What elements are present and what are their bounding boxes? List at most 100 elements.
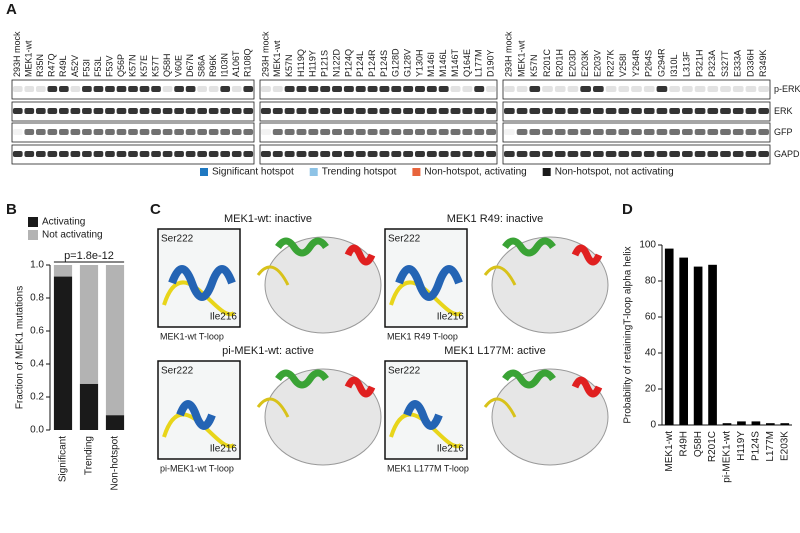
inset-helix bbox=[168, 265, 236, 301]
inset bbox=[157, 360, 241, 460]
blot-band bbox=[343, 129, 354, 135]
blot-band bbox=[70, 108, 81, 114]
blot-frame bbox=[11, 101, 255, 122]
blot-band bbox=[128, 129, 138, 135]
lane-label: Q58H bbox=[162, 53, 172, 77]
blot-band bbox=[12, 108, 23, 114]
blot-band bbox=[243, 86, 254, 92]
blot-band bbox=[355, 86, 366, 92]
inset-caption: MEK1-wt T-loop bbox=[160, 331, 224, 341]
helix-green bbox=[502, 369, 556, 389]
blot-band bbox=[174, 108, 184, 114]
x-tick-label: H119Y bbox=[736, 431, 747, 461]
tile-title: MEK1 R49: inactive bbox=[447, 213, 544, 225]
lane-label: R201H bbox=[555, 49, 565, 77]
blot-band bbox=[296, 86, 307, 92]
x-tick-label: R49H bbox=[678, 431, 689, 457]
lane-label: 293H mock bbox=[260, 31, 270, 77]
lane-label: P124S bbox=[379, 50, 389, 77]
blot-band bbox=[580, 151, 591, 157]
blot-band bbox=[732, 86, 744, 92]
lane-label: R349K bbox=[758, 49, 768, 77]
blot-band bbox=[59, 129, 69, 135]
blot-band bbox=[379, 129, 390, 135]
blot-band bbox=[403, 108, 414, 114]
structure bbox=[264, 236, 382, 334]
panel-label: C bbox=[150, 201, 161, 218]
bar bbox=[708, 264, 717, 425]
bar bbox=[780, 423, 790, 425]
inset-helix bbox=[403, 400, 443, 430]
blot-band bbox=[162, 129, 173, 135]
blot-band bbox=[474, 86, 485, 92]
blot-band bbox=[618, 108, 630, 114]
helix-red bbox=[571, 376, 603, 398]
blot-band bbox=[516, 86, 528, 92]
bar bbox=[664, 248, 674, 425]
blot-band bbox=[504, 151, 515, 157]
blot-band bbox=[35, 129, 46, 135]
lane-label: 293H mock bbox=[12, 31, 22, 77]
blot-band bbox=[243, 151, 254, 157]
blot-band bbox=[403, 151, 414, 157]
x-tick-label: P124S bbox=[751, 431, 762, 461]
blot-band bbox=[105, 108, 115, 114]
blot-band bbox=[631, 86, 642, 92]
residue-label: Ile216 bbox=[210, 444, 238, 455]
x-tick-label: Trending bbox=[84, 436, 95, 475]
panel-label: D bbox=[622, 201, 633, 218]
blot-band bbox=[529, 108, 541, 114]
blot-band bbox=[450, 129, 461, 135]
blot-band bbox=[105, 86, 115, 92]
blot-band bbox=[554, 151, 566, 157]
helix-green bbox=[502, 237, 556, 257]
x-tick-label: Significant bbox=[58, 436, 69, 482]
residue-label: Ser222 bbox=[388, 234, 421, 245]
blot-band bbox=[308, 129, 319, 135]
lane-label: S327T bbox=[720, 50, 730, 77]
blot-band bbox=[151, 129, 161, 135]
lane-label: V60E bbox=[173, 55, 183, 77]
blot-band bbox=[343, 86, 354, 92]
blot-band bbox=[272, 151, 283, 157]
legend-swatch bbox=[28, 230, 38, 240]
blot-band bbox=[70, 86, 81, 92]
lane-label: 293H mock bbox=[504, 31, 514, 77]
blot-band bbox=[379, 151, 390, 157]
blot-band bbox=[438, 151, 449, 157]
blot-frame bbox=[259, 79, 498, 100]
blot-band bbox=[116, 151, 127, 157]
lane-label: E203D bbox=[567, 49, 577, 77]
blot-band bbox=[720, 86, 731, 92]
blot-band bbox=[82, 86, 92, 92]
blot-band bbox=[554, 108, 566, 114]
lane-label: R47Q bbox=[47, 53, 57, 77]
blot-band bbox=[272, 108, 283, 114]
y-axis-label: Fraction of MEK1 mutations bbox=[15, 286, 26, 409]
blot-band bbox=[197, 108, 207, 114]
bar bbox=[751, 421, 761, 425]
blot-band bbox=[82, 151, 92, 157]
blot-band bbox=[139, 151, 150, 157]
lane-label: L177M bbox=[474, 49, 484, 77]
blot-band bbox=[462, 129, 473, 135]
blot-band bbox=[605, 129, 617, 135]
blot-band bbox=[105, 151, 115, 157]
blot-band bbox=[231, 151, 242, 157]
blot-band bbox=[379, 108, 390, 114]
blot-band bbox=[174, 86, 184, 92]
blot-band bbox=[656, 151, 668, 157]
blot-band bbox=[220, 151, 231, 157]
blot-band bbox=[554, 129, 566, 135]
blot-band bbox=[332, 108, 343, 114]
blot-band bbox=[438, 108, 449, 114]
legend-swatch bbox=[542, 168, 551, 176]
blot-band bbox=[529, 86, 541, 92]
blot-band bbox=[128, 151, 138, 157]
blot-band bbox=[12, 129, 23, 135]
blot-band bbox=[35, 86, 46, 92]
blot-band bbox=[47, 86, 58, 92]
lane-label: E203K bbox=[580, 50, 590, 77]
blot-band bbox=[529, 151, 541, 157]
legend-label: Non-hotspot, not activating bbox=[555, 167, 674, 178]
